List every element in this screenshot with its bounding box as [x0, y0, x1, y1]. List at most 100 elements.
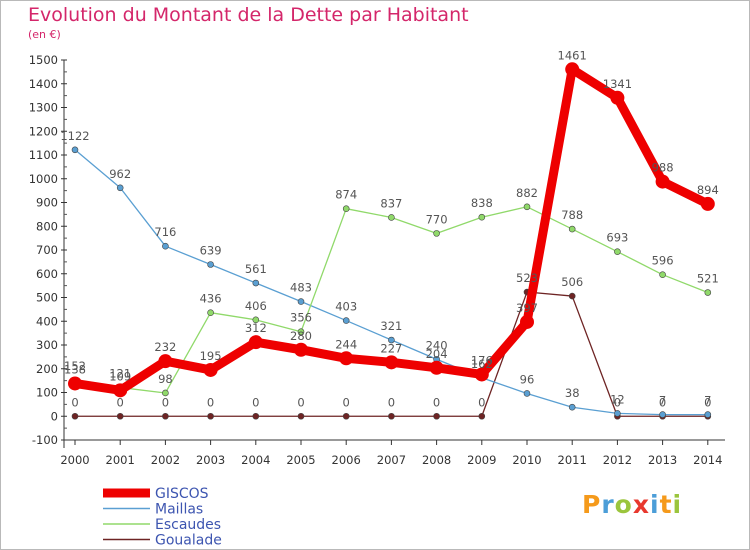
data-point-maillas	[252, 279, 260, 287]
data-point-maillas	[71, 146, 79, 154]
data-point-goualade	[568, 292, 576, 300]
y-tick-label: 1500	[29, 53, 58, 67]
x-tick-label: 2002	[151, 453, 180, 467]
x-tick-label: 2012	[603, 453, 632, 467]
y-tick-label: 1400	[29, 77, 58, 91]
data-label-giscos: 109	[109, 369, 131, 383]
legend-label-goualade: Goualade	[155, 533, 222, 549]
data-label-giscos: 1341	[603, 77, 632, 91]
data-label-escaudes: 596	[652, 254, 674, 268]
logo-letter: t	[659, 490, 673, 519]
data-point-maillas	[568, 403, 576, 411]
data-label-maillas: 561	[245, 262, 267, 276]
y-tick-label: 700	[36, 243, 58, 257]
data-point-escaudes	[297, 328, 305, 336]
data-point-escaudes	[162, 389, 169, 397]
x-tick-label: 2010	[512, 453, 541, 467]
data-point-goualade	[478, 412, 486, 420]
data-label-goualade: 0	[162, 395, 169, 409]
x-tick-label: 2013	[648, 453, 677, 467]
data-label-giscos: 312	[245, 321, 267, 335]
data-point-giscos	[203, 362, 218, 377]
data-label-maillas: 7	[659, 394, 666, 408]
data-label-maillas: 403	[335, 300, 357, 314]
data-label-goualade: 0	[71, 395, 78, 409]
data-point-escaudes	[614, 248, 621, 255]
data-point-goualade	[252, 412, 260, 420]
y-tick-label: 900	[36, 196, 58, 210]
x-tick-label: 2000	[60, 453, 89, 467]
data-label-maillas: 7	[704, 394, 711, 408]
data-point-maillas	[297, 298, 305, 305]
data-label-giscos: 195	[200, 349, 222, 363]
x-tick-label: 2008	[422, 453, 451, 467]
data-point-escaudes	[433, 230, 440, 237]
data-label-escaudes: 837	[380, 196, 402, 210]
data-point-escaudes	[252, 316, 260, 324]
data-point-escaudes	[388, 214, 395, 221]
data-label-maillas: 483	[290, 281, 312, 295]
data-label-maillas: 1122	[60, 129, 89, 143]
data-label-giscos: 397	[516, 301, 538, 315]
x-tick-label: 2003	[196, 453, 225, 467]
data-label-escaudes: 436	[200, 292, 222, 306]
data-label-escaudes: 788	[561, 208, 583, 222]
x-tick-label: 2014	[693, 453, 722, 467]
logo-letter: i	[650, 490, 660, 519]
data-label-escaudes: 121	[109, 367, 131, 381]
data-point-goualade	[116, 412, 124, 420]
data-point-giscos	[474, 367, 489, 382]
data-label-goualade: 0	[433, 395, 440, 409]
data-label-escaudes: 838	[471, 196, 493, 210]
data-label-maillas: 962	[109, 167, 131, 181]
data-label-goualade: 0	[207, 395, 214, 409]
logo-letter: o	[614, 490, 633, 519]
data-point-giscos	[700, 196, 715, 211]
data-point-escaudes	[568, 225, 576, 233]
data-point-escaudes	[523, 203, 531, 211]
x-tick-label: 2004	[241, 453, 270, 467]
data-label-goualade: 0	[297, 395, 304, 409]
data-label-goualade: 0	[388, 395, 395, 409]
y-tick-label: 1000	[29, 172, 58, 186]
data-label-goualade: 0	[343, 395, 350, 409]
data-point-goualade	[388, 412, 395, 420]
data-point-escaudes	[342, 205, 350, 212]
legend-label-escaudes: Escaudes	[155, 517, 221, 533]
data-label-giscos: 204	[426, 347, 448, 361]
y-tick-label: -100	[32, 433, 58, 447]
data-label-goualade: 0	[117, 395, 124, 409]
data-label-goualade: 506	[561, 275, 583, 289]
data-label-goualade: 0	[252, 395, 259, 409]
data-label-escaudes: 521	[697, 272, 719, 286]
chart-subtitle: (en €)	[28, 28, 61, 41]
data-label-giscos: 138	[64, 362, 86, 376]
data-point-goualade	[342, 412, 350, 420]
data-label-giscos: 227	[380, 341, 402, 355]
chart-title: Evolution du Montant de la Dette par Hab…	[28, 4, 469, 26]
data-point-maillas	[162, 242, 169, 250]
y-tick-label: 800	[36, 219, 58, 233]
data-point-maillas	[207, 261, 214, 268]
data-label-giscos: 176	[471, 353, 493, 367]
y-tick-label: 600	[36, 267, 58, 281]
data-point-goualade	[207, 412, 214, 420]
y-tick-label: 200	[36, 362, 58, 376]
data-point-giscos	[339, 351, 354, 366]
legend-label-giscos: GISCOS	[155, 486, 209, 502]
data-label-escaudes: 874	[335, 188, 357, 202]
data-point-giscos	[248, 335, 263, 350]
data-point-giscos	[610, 90, 625, 105]
x-tick-label: 2006	[332, 453, 361, 467]
x-tick-label: 2009	[467, 453, 496, 467]
data-label-maillas: 321	[380, 319, 402, 333]
data-point-giscos	[68, 376, 82, 391]
data-point-giscos	[294, 342, 308, 357]
data-label-maillas: 162	[471, 357, 493, 371]
x-tick-label: 2007	[377, 453, 406, 467]
data-label-maillas: 96	[520, 372, 535, 386]
data-label-escaudes: 882	[516, 186, 538, 200]
data-label-giscos: 244	[335, 337, 357, 351]
data-point-maillas	[704, 411, 712, 418]
data-point-giscos	[384, 355, 399, 370]
